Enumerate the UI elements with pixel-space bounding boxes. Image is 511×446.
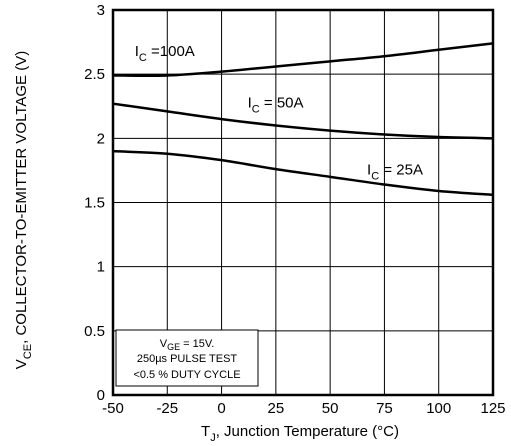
x-tick-label: 25 xyxy=(268,400,285,417)
series-label-2: IC = 50A xyxy=(248,95,304,116)
series-label-3: IC = 25A xyxy=(367,161,423,182)
y-tick-label: 3 xyxy=(97,2,105,19)
annotation-line-2: 250µs PULSE TEST xyxy=(137,353,238,365)
x-tick-label: -25 xyxy=(156,400,178,417)
y-tick-label: 2 xyxy=(97,130,105,147)
y-tick-label: 1 xyxy=(97,259,105,276)
x-tick-label: 125 xyxy=(480,400,505,417)
y-tick-label: 1.5 xyxy=(84,195,105,212)
x-tick-label: 0 xyxy=(217,400,225,417)
x-axis-label: TJ, Junction Temperature (°C) xyxy=(201,423,399,444)
series-label-1: IC =100A xyxy=(135,43,195,64)
x-tick-label: 50 xyxy=(322,400,339,417)
y-tick-labels: 0 0.5 1 1.5 2 2.5 3 xyxy=(84,2,105,404)
y-tick-label: 2.5 xyxy=(84,66,105,83)
x-tick-labels: -50 -25 0 25 50 75 100 125 xyxy=(102,400,505,417)
y-tick-label: 0.5 xyxy=(84,323,105,340)
series-line-1 xyxy=(112,42,494,77)
x-tick-label: 75 xyxy=(376,400,393,417)
series-line-3 xyxy=(112,149,494,197)
plot-frame xyxy=(111,8,495,397)
series-line-2 xyxy=(112,102,494,140)
test-conditions-box: VGE = 15V. 250µs PULSE TEST <0.5 % DUTY … xyxy=(115,329,259,387)
annotation-line-1: VGE = 15V. xyxy=(160,338,215,352)
y-tick-label: 0 xyxy=(97,387,105,404)
curve-labels: IC =100A IC = 50A IC = 25A xyxy=(135,43,423,182)
y-axis-label: VCE, COLLECTOR-TO-EMITTER VOLTAGE (V) xyxy=(13,51,34,369)
x-tick-label: 100 xyxy=(426,400,451,417)
x-tick-label: -50 xyxy=(102,400,124,417)
annotation-line-3: <0.5 % DUTY CYCLE xyxy=(133,369,240,381)
curves xyxy=(112,42,494,197)
